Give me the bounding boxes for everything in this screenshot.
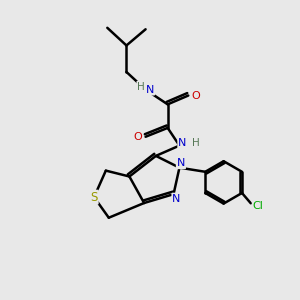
Text: N: N <box>146 85 154 94</box>
Text: O: O <box>191 91 200 100</box>
Text: O: O <box>134 132 142 142</box>
Text: Cl: Cl <box>253 201 264 211</box>
Text: H: H <box>192 138 200 148</box>
Text: S: S <box>90 190 98 204</box>
Text: N: N <box>178 138 187 148</box>
Text: H: H <box>137 82 145 92</box>
Text: N: N <box>177 158 185 168</box>
Text: N: N <box>172 194 181 204</box>
